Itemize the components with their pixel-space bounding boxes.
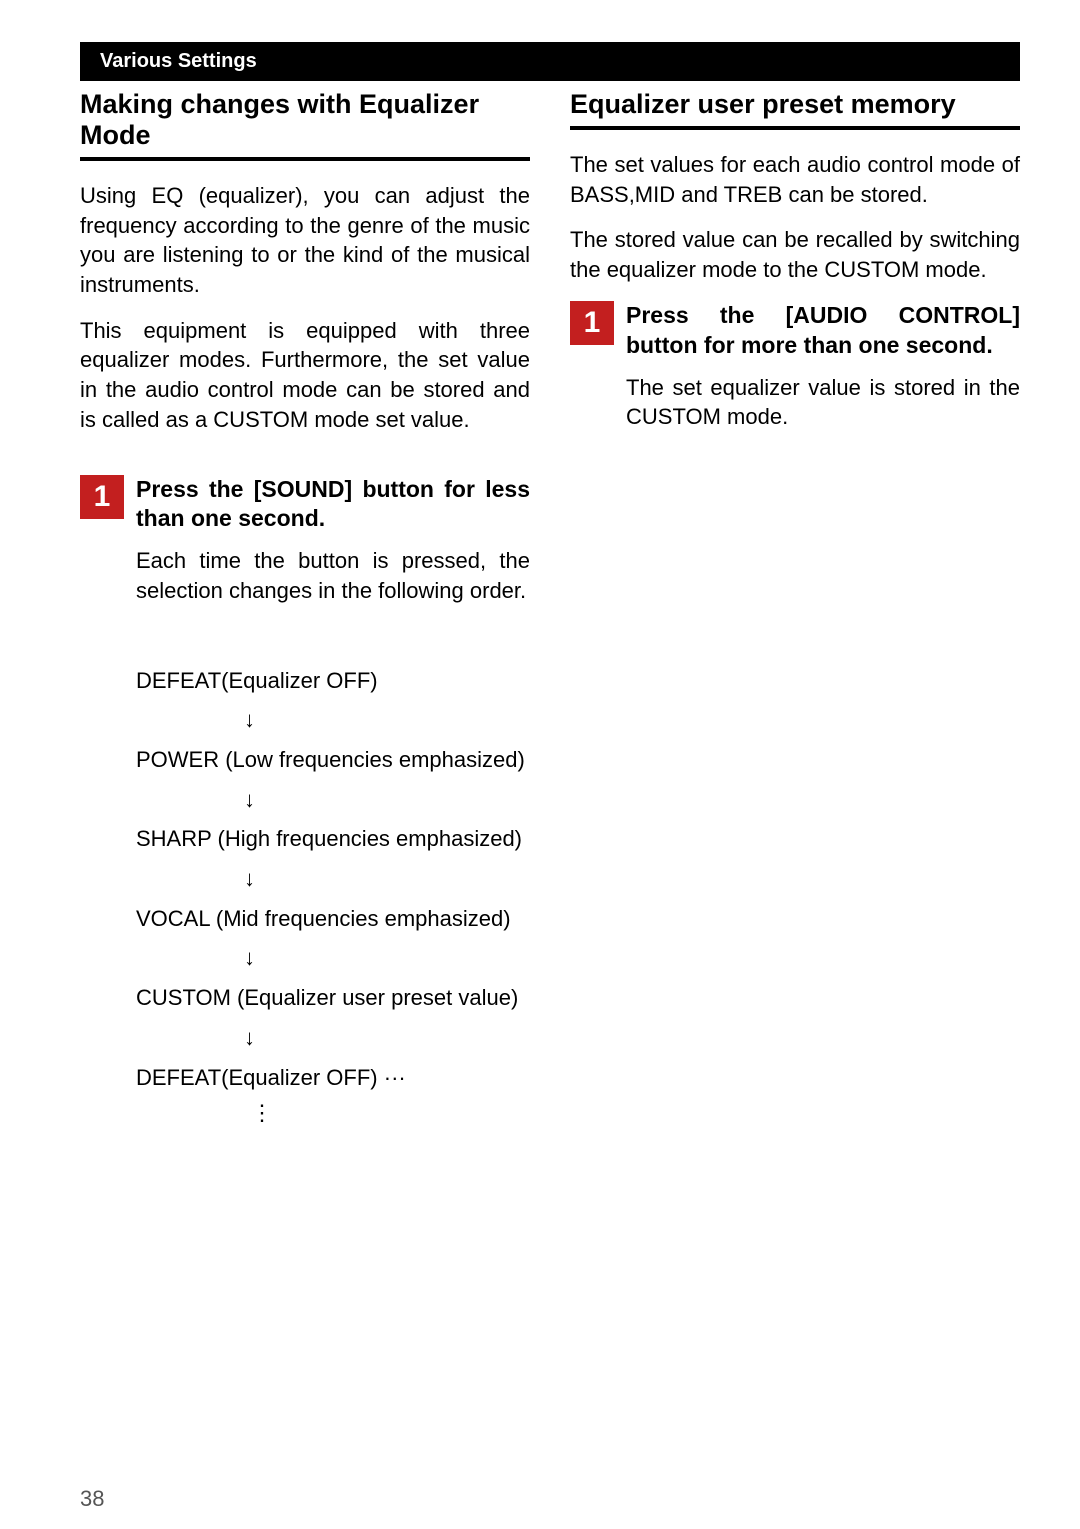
mode-defeat: DEFEAT(Equalizer OFF) [136,666,530,696]
right-para-1: The set values for each audio control mo… [570,150,1020,209]
left-column: Making changes with Equalizer Mode Using… [80,89,530,1128]
down-arrow-icon: ↓ [244,943,530,973]
mode-vocal: VOCAL (Mid frequencies emphasized) [136,904,530,934]
mode-power: POWER (Low frequencies emphasized) [136,745,530,775]
content-columns: Making changes with Equalizer Mode Using… [80,89,1020,1128]
down-arrow-icon: ↓ [244,785,530,815]
right-step-body: The set equalizer value is stored in the… [626,373,1020,432]
right-column: Equalizer user preset memory The set val… [570,89,1020,1128]
down-arrow-icon: ↓ [244,1023,530,1053]
left-para-1: Using EQ (equalizer), you can adjust the… [80,181,530,300]
mode-sharp: SHARP (High frequencies emphasized) [136,824,530,854]
right-step-instruction: Press the [AUDIO CONTROL] button for mor… [626,301,1020,361]
left-step-body: Each time the button is pressed, the sel… [136,546,530,605]
left-step: 1 Press the [SOUND] button for less than… [80,475,530,535]
down-arrow-icon: ↓ [244,705,530,735]
right-para-2: The stored value can be recalled by swit… [570,225,1020,284]
mode-custom: CUSTOM (Equalizer user preset value) [136,983,530,1013]
left-step-instruction: Press the [SOUND] button for less than o… [136,475,530,535]
vertical-dots-icon: ⋮ [251,1098,530,1128]
left-para-2: This equipment is equipped with three eq… [80,316,530,435]
eq-modes-list: DEFEAT(Equalizer OFF) ↓ POWER (Low frequ… [136,666,530,1128]
step-number-badge: 1 [570,301,614,345]
mode-defeat-loop: DEFEAT(Equalizer OFF) ··· [136,1063,530,1093]
left-section-title: Making changes with Equalizer Mode [80,89,530,161]
down-arrow-icon: ↓ [244,864,530,894]
right-section-title: Equalizer user preset memory [570,89,1020,130]
step-number-badge: 1 [80,475,124,519]
right-step: 1 Press the [AUDIO CONTROL] button for m… [570,301,1020,361]
page-number: 38 [80,1486,104,1512]
section-header: Various Settings [80,42,1020,81]
